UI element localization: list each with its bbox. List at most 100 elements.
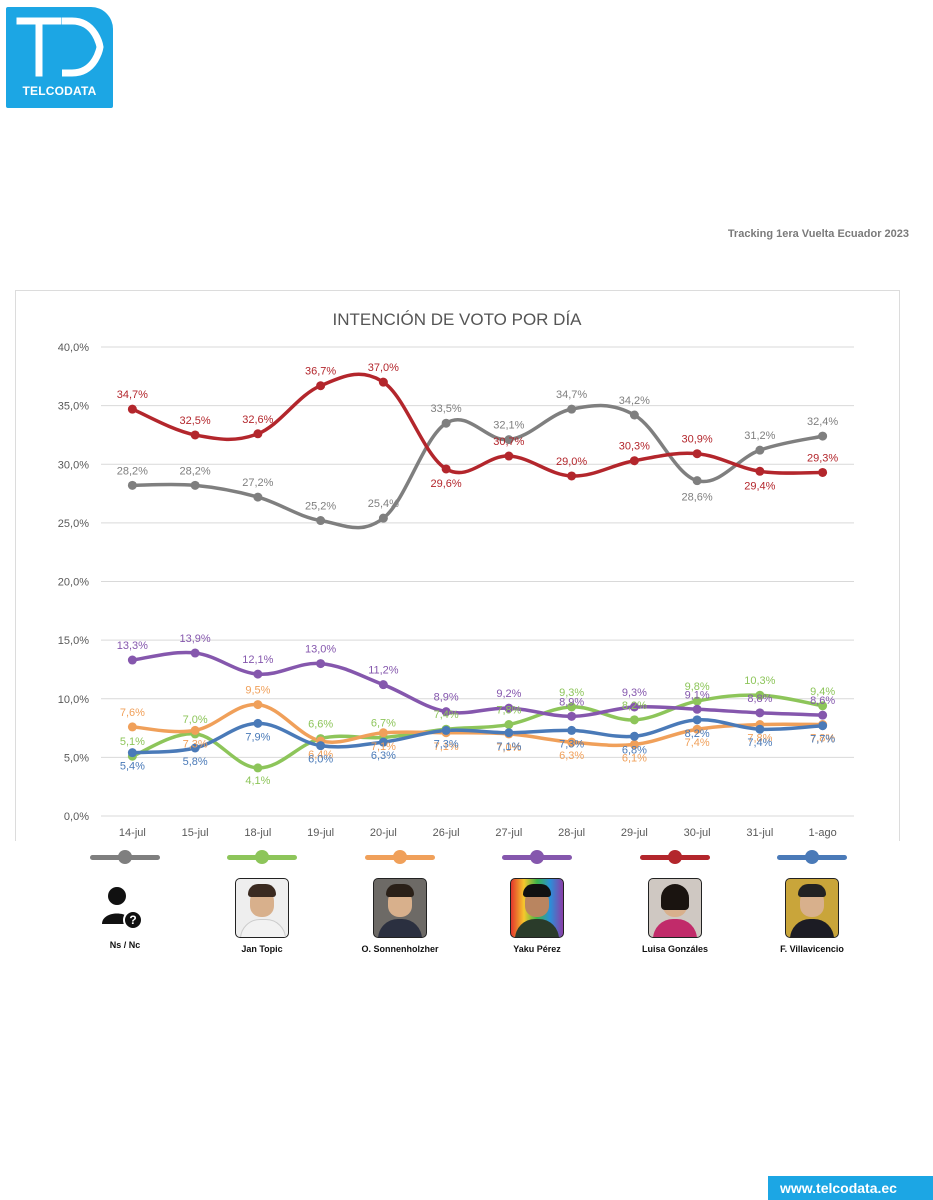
candidate-photo [235, 878, 289, 938]
data-point-ns-nc [316, 516, 326, 526]
legend-label: O. Sonnenholzher [361, 944, 439, 954]
series-line-yaku-p-rez [130, 650, 825, 719]
legend-item-sonnenholzher: O. Sonnenholzher [325, 850, 475, 954]
legend-swatch [502, 850, 572, 864]
legend-item-ns-nc: ? Ns / Nc [50, 850, 200, 950]
data-label-jan-topic: 9,3% [559, 687, 584, 699]
data-label-yaku-p-rez: 9,3% [622, 687, 647, 699]
candidate-photo [510, 878, 564, 938]
data-point-yaku-p-rez [190, 648, 200, 658]
data-label-f-villavicencio: 6,3% [371, 750, 396, 762]
data-label-yaku-p-rez: 8,6% [810, 695, 835, 707]
data-label-yaku-p-rez: 13,0% [305, 644, 336, 656]
data-label-ns-nc: 31,2% [744, 430, 775, 442]
data-point-yaku-p-rez [316, 659, 326, 669]
data-label-yaku-p-rez: 8,9% [434, 692, 459, 704]
data-point-jan-topic [504, 720, 514, 730]
data-label-luisa-gonz-les: 30,9% [682, 434, 713, 446]
data-point-ns-nc [441, 418, 451, 428]
data-label-luisa-gonz-les: 32,5% [180, 415, 211, 427]
data-label-ns-nc: 28,2% [117, 465, 148, 477]
data-point-jan-topic [253, 763, 263, 773]
data-label-luisa-gonz-les: 29,4% [744, 480, 775, 492]
data-point-o-sonnenholzher [378, 728, 388, 738]
data-point-luisa-gonz-les [692, 449, 702, 459]
data-label-ns-nc: 25,2% [305, 501, 336, 513]
data-label-jan-topic: 5,1% [120, 736, 145, 748]
data-point-yaku-p-rez [253, 669, 263, 679]
data-point-yaku-p-rez [378, 680, 388, 690]
data-label-o-sonnenholzher: 6,3% [559, 750, 584, 762]
data-point-yaku-p-rez [755, 708, 765, 718]
data-label-yaku-p-rez: 8,9% [559, 696, 584, 708]
y-tick-label: 15,0% [58, 635, 89, 647]
x-tick-label: 27-jul [495, 827, 522, 839]
data-label-luisa-gonz-les: 29,0% [556, 456, 587, 468]
data-label-luisa-gonz-les: 32,6% [242, 414, 273, 426]
candidate-photo [648, 878, 702, 938]
data-point-f-villavicencio [441, 725, 451, 735]
data-label-jan-topic: 8,2% [622, 700, 647, 712]
data-point-o-sonnenholzher [629, 739, 639, 749]
user-question-icon: ? [99, 882, 151, 934]
y-tick-label: 0,0% [64, 811, 89, 823]
data-label-yaku-p-rez: 11,2% [368, 665, 399, 677]
footer-url[interactable]: www.telcodata.ec [768, 1176, 933, 1200]
line-chart: INTENCIÓN DE VOTO POR DÍA 0,0% 5,0% 10,0% 1… [58, 310, 854, 839]
data-label-yaku-p-rez: 9,1% [685, 689, 710, 701]
data-point-o-sonnenholzher [127, 722, 137, 732]
data-point-luisa-gonz-les [629, 456, 639, 466]
data-point-ns-nc [818, 431, 828, 441]
data-label-jan-topic: 6,7% [371, 717, 396, 729]
legend-label: Ns / Nc [109, 940, 141, 950]
data-label-f-villavicencio: 8,2% [685, 728, 710, 740]
y-tick-label: 10,0% [58, 694, 89, 706]
data-label-f-villavicencio: 7,4% [747, 737, 772, 749]
data-label-yaku-p-rez: 12,1% [242, 654, 273, 666]
data-point-yaku-p-rez [818, 710, 828, 720]
legend-label: Luisa Gonzáles [641, 944, 709, 954]
report-subtitle: Tracking 1era Vuelta Ecuador 2023 [727, 228, 909, 240]
data-label-jan-topic: 7,0% [183, 714, 208, 726]
y-tick-label: 40,0% [58, 342, 89, 354]
data-label-luisa-gonz-les: 34,7% [117, 389, 148, 401]
data-label-f-villavicencio: 5,8% [183, 756, 208, 768]
x-tick-label: 28-jul [558, 827, 585, 839]
data-label-jan-topic: 7,8% [496, 705, 521, 717]
data-point-yaku-p-rez [441, 707, 451, 717]
data-point-o-sonnenholzher [567, 737, 577, 747]
x-tick-label: 15-jul [182, 827, 209, 839]
x-tick-label: 29-jul [621, 827, 648, 839]
data-point-f-villavicencio [629, 731, 639, 741]
data-label-jan-topic: 4,1% [245, 775, 270, 787]
data-point-yaku-p-rez [127, 655, 137, 665]
data-label-yaku-p-rez: 8,8% [747, 693, 772, 705]
data-point-yaku-p-rez [567, 711, 577, 721]
data-label-o-sonnenholzher: 7,1% [371, 741, 396, 753]
data-label-f-villavicencio: 6,0% [308, 754, 333, 766]
data-point-ns-nc [567, 404, 577, 414]
legend-swatch [777, 850, 847, 864]
data-label-luisa-gonz-les: 37,0% [368, 362, 399, 374]
y-tick-label: 5,0% [64, 752, 89, 764]
data-point-luisa-gonz-les [127, 404, 137, 414]
y-tick-label: 25,0% [58, 518, 89, 530]
data-point-o-sonnenholzher [692, 724, 702, 734]
legend-label: Yaku Pérez [513, 944, 561, 954]
data-point-f-villavicencio [755, 724, 765, 734]
data-label-o-sonnenholzher: 6,4% [308, 749, 333, 761]
data-point-luisa-gonz-les [504, 451, 514, 461]
data-point-ns-nc [127, 480, 137, 490]
logo-text: TELCODATA [22, 84, 97, 98]
data-point-ns-nc [378, 513, 388, 523]
x-tick-label: 20-jul [370, 827, 397, 839]
data-point-ns-nc [190, 480, 200, 490]
data-point-luisa-gonz-les [190, 430, 200, 440]
data-label-f-villavicencio: 7,9% [245, 731, 270, 743]
data-point-f-villavicencio [127, 748, 137, 758]
x-tick-label: 1-ago [809, 827, 837, 839]
x-tick-label: 14-jul [119, 827, 146, 839]
data-point-luisa-gonz-les [378, 377, 388, 387]
chart-container: INTENCIÓN DE VOTO POR DÍA 0,0% 5,0% 10,0% 1… [15, 290, 900, 841]
data-label-f-villavicencio: 7,1% [496, 741, 521, 753]
